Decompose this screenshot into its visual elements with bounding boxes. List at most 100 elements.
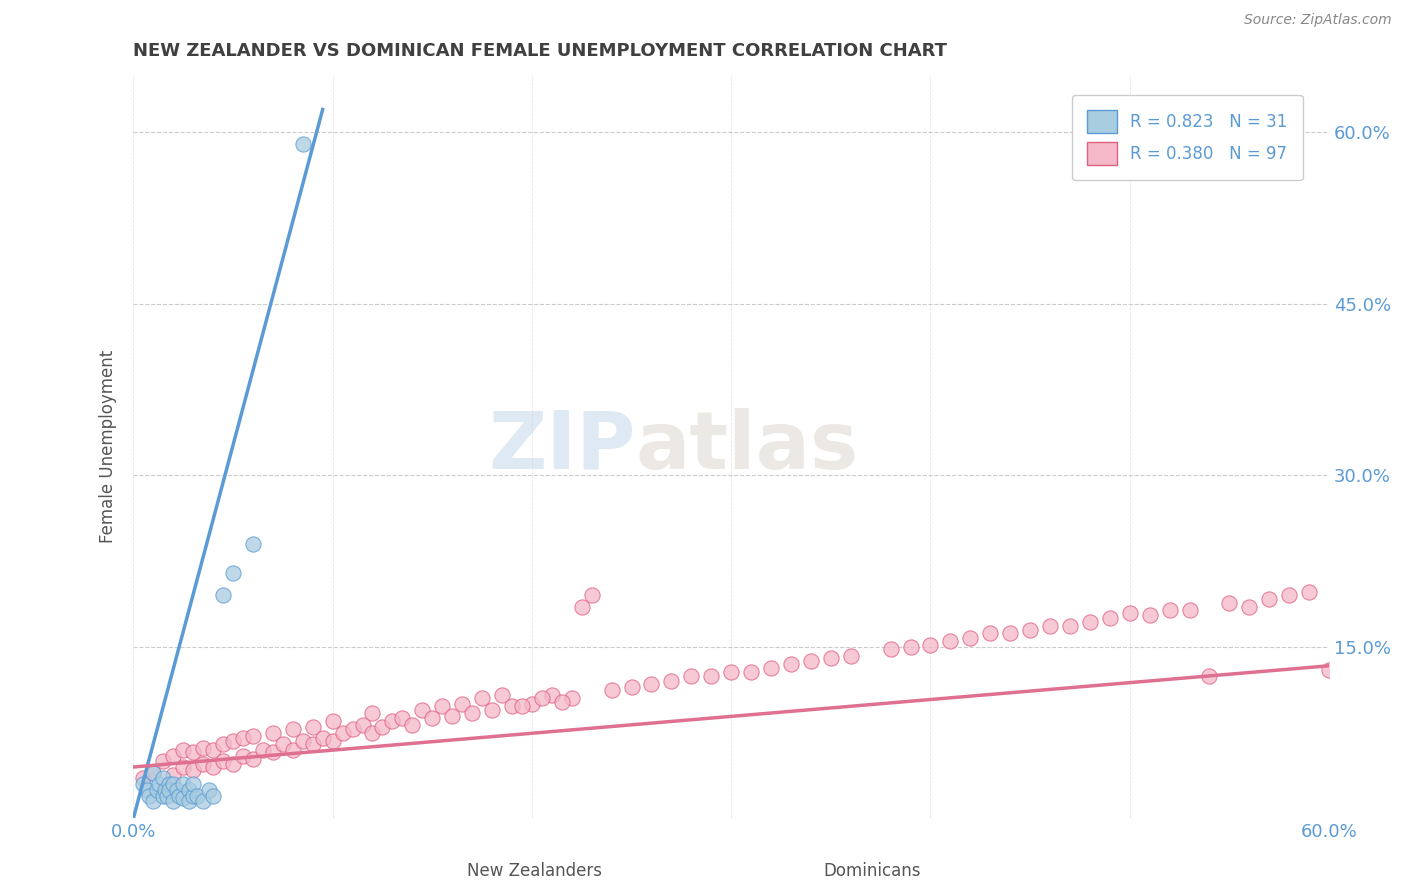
Point bbox=[222, 756, 245, 771]
Point bbox=[166, 783, 188, 797]
Point bbox=[167, 789, 190, 803]
Point bbox=[979, 626, 1001, 640]
Point bbox=[132, 777, 155, 791]
Point bbox=[191, 740, 214, 755]
Point bbox=[301, 720, 323, 734]
Text: ZIP: ZIP bbox=[488, 408, 636, 486]
Point bbox=[381, 714, 404, 729]
Point bbox=[301, 737, 323, 751]
Point bbox=[879, 642, 901, 657]
Point bbox=[361, 725, 384, 739]
Point bbox=[1198, 668, 1220, 682]
Point bbox=[900, 640, 922, 654]
Point bbox=[530, 691, 553, 706]
Point bbox=[232, 748, 254, 763]
Point bbox=[998, 626, 1021, 640]
Point bbox=[322, 733, 344, 747]
Point bbox=[212, 737, 235, 751]
Point bbox=[157, 777, 180, 791]
Point bbox=[352, 717, 374, 731]
Point bbox=[262, 725, 284, 739]
Point bbox=[291, 733, 314, 747]
Point bbox=[1258, 591, 1281, 606]
Point bbox=[471, 691, 494, 706]
Point bbox=[142, 765, 165, 780]
Point bbox=[162, 748, 184, 763]
Point bbox=[281, 723, 304, 737]
Point bbox=[342, 723, 364, 737]
Point bbox=[179, 783, 201, 797]
Point bbox=[451, 697, 474, 711]
Point bbox=[681, 668, 703, 682]
Point bbox=[661, 674, 683, 689]
Point bbox=[172, 760, 194, 774]
Point bbox=[620, 680, 643, 694]
Legend: R = 0.823   N = 31, R = 0.380   N = 97: R = 0.823 N = 31, R = 0.380 N = 97 bbox=[1071, 95, 1303, 180]
Point bbox=[181, 764, 204, 778]
Point bbox=[181, 789, 204, 803]
Point bbox=[191, 794, 214, 808]
Point bbox=[1139, 607, 1161, 622]
Point bbox=[1019, 623, 1042, 637]
Point bbox=[432, 699, 454, 714]
Point bbox=[212, 589, 235, 603]
Point bbox=[136, 783, 159, 797]
Point bbox=[242, 752, 264, 766]
Point bbox=[332, 725, 354, 739]
Point bbox=[1159, 603, 1181, 617]
Point bbox=[1178, 603, 1201, 617]
Point bbox=[371, 720, 394, 734]
Point bbox=[1059, 619, 1081, 633]
Point bbox=[162, 768, 184, 782]
Point bbox=[172, 777, 194, 791]
Point bbox=[1119, 606, 1142, 620]
Point bbox=[1239, 599, 1261, 614]
Point bbox=[780, 657, 803, 671]
Point bbox=[839, 649, 862, 664]
Point bbox=[441, 708, 464, 723]
Point bbox=[1317, 663, 1340, 677]
Point bbox=[551, 695, 574, 709]
Point bbox=[152, 754, 174, 768]
Point bbox=[156, 789, 179, 803]
Text: Dominicans: Dominicans bbox=[823, 862, 921, 880]
Point bbox=[222, 566, 245, 580]
Point bbox=[222, 733, 245, 747]
Point bbox=[520, 697, 543, 711]
Point bbox=[148, 777, 170, 791]
Point bbox=[411, 703, 433, 717]
Point bbox=[1278, 589, 1301, 603]
Point bbox=[361, 706, 384, 721]
Point bbox=[146, 783, 169, 797]
Point bbox=[281, 743, 304, 757]
Point bbox=[720, 665, 742, 679]
Point bbox=[1098, 611, 1121, 625]
Y-axis label: Female Unemployment: Female Unemployment bbox=[100, 351, 117, 543]
Point bbox=[959, 631, 981, 645]
Point bbox=[1078, 615, 1101, 629]
Text: atlas: atlas bbox=[636, 408, 859, 486]
Point bbox=[759, 660, 782, 674]
Point bbox=[242, 729, 264, 743]
Point bbox=[939, 634, 962, 648]
Point bbox=[212, 754, 235, 768]
Point bbox=[181, 745, 204, 759]
Point bbox=[800, 654, 823, 668]
Point bbox=[571, 599, 593, 614]
Point bbox=[481, 703, 503, 717]
Point bbox=[740, 665, 762, 679]
Point bbox=[138, 789, 160, 803]
Point bbox=[311, 731, 333, 746]
Point bbox=[186, 789, 208, 803]
Point bbox=[252, 743, 274, 757]
Point bbox=[242, 537, 264, 551]
Point bbox=[157, 783, 180, 797]
Point bbox=[198, 783, 221, 797]
Point bbox=[271, 737, 294, 751]
Point bbox=[162, 777, 184, 791]
Point bbox=[561, 691, 583, 706]
Point bbox=[920, 638, 942, 652]
Point bbox=[581, 589, 603, 603]
Point bbox=[391, 711, 413, 725]
Point bbox=[172, 790, 194, 805]
